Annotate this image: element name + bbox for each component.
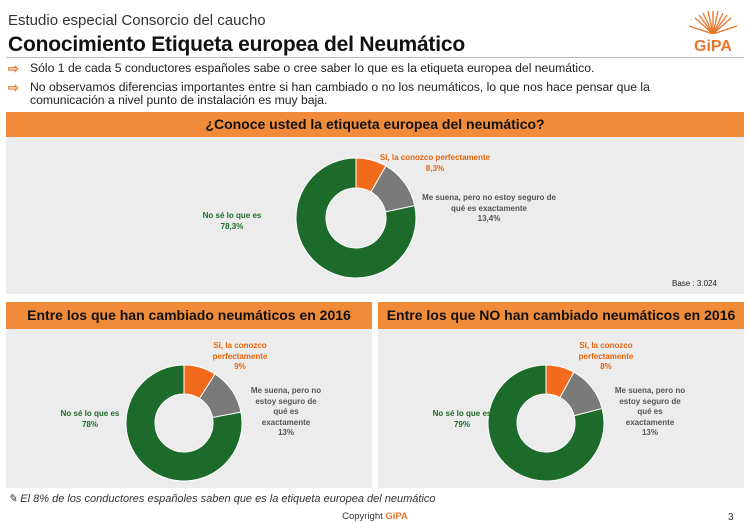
logo-text: GiPA	[694, 38, 732, 55]
not-changed-donut-chart	[487, 364, 605, 482]
main-chart-title: ¿Conoce usted la etiqueta europea del ne…	[6, 112, 744, 137]
footnote-text: El 8% de los conductores españoles saben…	[20, 493, 436, 505]
slice-label-knows: Sí, la conozco perfectamente 9%	[190, 341, 290, 373]
slice-name: No sé lo que es	[60, 409, 120, 418]
sunburst-icon	[688, 10, 738, 35]
slice-label-sounds: Me suena, pero no estoy seguro de qué es…	[612, 386, 688, 439]
donut-group	[295, 157, 417, 279]
slice-label-knows: Sí, la conozco perfectamente 8,3%	[360, 153, 510, 174]
slice-unknown	[125, 364, 243, 482]
slice-value: 78,3%	[220, 221, 244, 231]
slice-name: Me suena, pero no estoy seguro de qué es…	[614, 386, 686, 427]
page-title: Conocimiento Etiqueta europea del Neumát…	[8, 33, 465, 56]
slice-value: 8%	[600, 362, 612, 371]
slice-value: 79%	[453, 419, 470, 429]
page-number: 3	[728, 512, 734, 523]
report-subtitle: Estudio especial Consorcio del caucho	[8, 12, 266, 29]
slice-label-sounds: Me suena, pero no estoy seguro de qué es…	[414, 193, 564, 225]
pencil-icon: ✎	[8, 493, 18, 505]
slice-value: 78%	[81, 419, 98, 429]
slice-value: 8,3%	[425, 163, 445, 173]
changed-tyres-title: Entre los que han cambiado neumáticos en…	[6, 302, 372, 329]
slice-name: Me suena, pero no estoy seguro de qué es…	[422, 193, 556, 213]
bullet-text: Sólo 1 de cada 5 conductores españoles s…	[30, 61, 595, 75]
slice-value: 13%	[641, 428, 658, 437]
main-donut-chart	[295, 157, 417, 279]
slice-name: No sé lo que es	[202, 211, 262, 220]
slice-unknown	[295, 157, 417, 279]
copyright-text: Copyright	[342, 511, 383, 522]
main-chart-panel: ¿Conoce usted la etiqueta europea del ne…	[6, 112, 744, 294]
slice-value: 13%	[277, 428, 294, 437]
footnote: ✎ El 8% de los conductores españoles sab…	[8, 492, 436, 505]
arrow-bullet-icon: ⇨	[8, 80, 19, 95]
arrow-bullet-icon: ⇨	[8, 61, 19, 76]
slice-unknown	[487, 364, 605, 482]
slice-label-unknown: No sé lo que es 79%	[426, 409, 498, 430]
not-changed-tyres-panel: Entre los que NO han cambiado neumáticos…	[378, 302, 744, 488]
slice-value: 9%	[234, 362, 246, 371]
donut-group	[487, 364, 605, 482]
gipa-logo: GiPA	[684, 8, 742, 56]
changed-donut-chart	[125, 364, 243, 482]
slice-label-unknown: No sé lo que es 78%	[50, 409, 130, 430]
bullet-text: No observamos diferencias importantes en…	[30, 80, 650, 107]
slice-name: Me suena, pero no estoy seguro de qué es…	[250, 386, 322, 427]
slice-label-unknown: No sé lo que es 78,3%	[182, 211, 282, 232]
slice-name: Sí, la conozco perfectamente	[379, 153, 491, 162]
slice-label-sounds: Me suena, pero no estoy seguro de qué es…	[248, 386, 324, 439]
not-changed-tyres-title: Entre los que NO han cambiado neumáticos…	[378, 302, 744, 329]
copyright: Copyright GiPA	[0, 511, 750, 522]
title-divider	[6, 57, 744, 58]
slice-name: Sí, la conozco perfectamente	[578, 341, 634, 361]
changed-tyres-panel: Entre los que han cambiado neumáticos en…	[6, 302, 372, 488]
donut-group	[125, 364, 243, 482]
copyright-brand: GiPA	[385, 511, 408, 522]
slice-name: No sé lo que es	[432, 409, 492, 418]
sample-base: Base : 3.024	[672, 279, 717, 288]
slice-name: Sí, la conozco perfectamente	[212, 341, 268, 361]
slice-label-knows: Sí, la conozco perfectamente 8%	[556, 341, 656, 373]
slice-value: 13,4%	[477, 214, 501, 223]
